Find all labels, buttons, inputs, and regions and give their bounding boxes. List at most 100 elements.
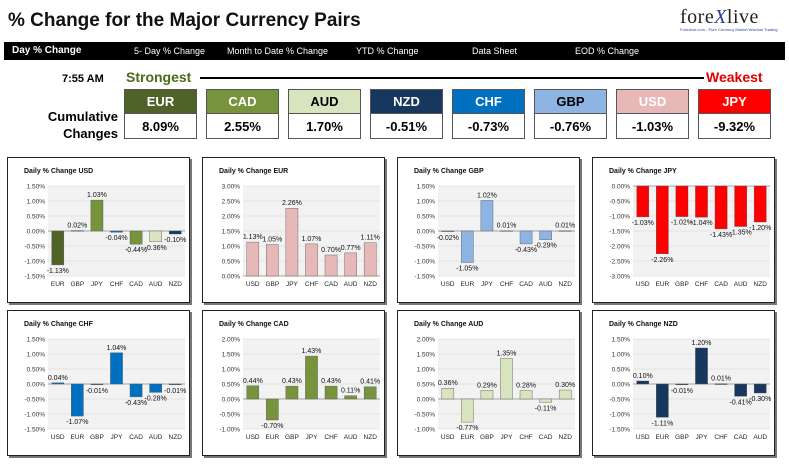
bar-aud [344,395,357,400]
data-label: -1.05% [456,266,478,273]
currency-cumulative-value: 2.55% [206,114,279,139]
x-tick-label: USD [636,434,650,441]
data-label: -1.11% [652,420,674,427]
data-label: 1.03% [87,192,107,199]
bar-aud [734,185,747,227]
x-tick-label: JPY [501,434,514,441]
y-tick-label: 0.50% [222,382,241,389]
data-label: -0.43% [515,247,537,254]
bar-aud [753,383,767,394]
y-tick-label: -1.50% [609,229,630,236]
chart-title: Daily % Change AUD [414,321,484,328]
y-tick-label: 0.00% [27,229,46,236]
data-label: -0.43% [125,400,147,407]
y-tick-label: -0.50% [24,397,45,404]
bar-usd [441,387,455,400]
x-tick-label: CHF [305,281,318,288]
data-label: 0.01% [711,376,731,383]
y-tick-label: 1.50% [222,352,241,359]
y-tick-label: -2.50% [609,259,630,266]
bar-chart: 2.00% 1.50% 1.00% 0.50% 0.00% -0.50% -1.00% 0.3… [414,337,575,442]
nav-data-sheet[interactable]: Data Sheet [472,46,518,56]
bar-eur [656,383,669,418]
data-label: -0.36% [145,245,167,252]
bar-chf [519,390,533,400]
x-tick-label: USD [441,434,455,441]
y-tick-label: 1.00% [222,244,241,251]
bar-nzd [558,389,572,400]
chart-panel-7: 2.00% 1.50% 1.00% 0.50% 0.00% -0.50% -1.00% 0.3… [397,310,580,456]
x-tick-label: JPY [481,281,494,288]
logo-wordmark: foreXlive [680,6,759,28]
nav-eod-change[interactable]: EOD % Change [575,46,640,56]
nav-mtd-change[interactable]: Month to Date % Change [227,46,329,56]
y-tick-label: 1.00% [612,352,631,359]
chart-panel-1: 1.50% 1.00% 0.50% 0.00% -0.50% -1.00% -1.50% -1… [7,157,190,303]
bar-nzd [168,383,182,386]
header-bar: % Change for the Major Currency Pairs fo… [0,0,789,42]
y-tick-label: 1.50% [27,337,46,344]
bar-cad [539,398,552,403]
y-tick-label: 2.00% [417,337,436,344]
currency-code: CHF [452,89,525,114]
y-tick-label: -0.50% [609,199,630,206]
y-tick-label: -1.50% [24,274,45,281]
bar-jpy [285,208,299,277]
bar-eur [461,398,474,423]
y-tick-label: 1.50% [612,337,631,344]
data-label: 0.01% [555,223,575,230]
data-label: 0.02% [67,222,87,229]
y-tick-label: -1.00% [24,412,45,419]
x-tick-label: EUR [460,281,474,288]
y-tick-label: -3.00% [609,274,630,281]
y-tick-label: 2.50% [222,199,241,206]
bar-usd [636,185,650,218]
currency-rank-chf: CHF -0.73% [452,89,525,139]
currency-cumulative-value: 1.70% [288,114,361,139]
currency-cumulative-value: -0.76% [534,114,607,139]
chart-title: Daily % Change CHF [24,321,93,328]
bar-chf [110,230,123,233]
bar-chf [305,243,318,277]
nav-day-change[interactable]: Day % Change [12,45,82,56]
x-tick-label: GBP [265,281,279,288]
x-tick-label: NZD [169,281,183,288]
bar-eur [461,230,474,263]
nav-bar: Day % Change 5- Day % Change Month to Da… [4,42,785,60]
x-tick-label: AUD [149,281,163,288]
x-tick-label: CAD [519,281,533,288]
chart-panel-8: 1.50% 1.00% 0.50% 0.00% -0.50% -1.00% -1.50% 0.… [592,310,775,456]
nav-ytd-change[interactable]: YTD % Change [356,46,419,56]
currency-rank-aud: AUD 1.70% [288,89,361,139]
y-tick-label: 2.00% [222,214,241,221]
x-tick-label: CAD [324,281,338,288]
weakest-label: Weakest [706,69,763,85]
x-tick-label: AUD [753,434,767,441]
data-label: 1.20% [692,340,712,347]
data-label: -1.02% [671,220,693,227]
strongest-label: Strongest [126,69,192,85]
cumulative-label-line1: Cumulative [47,109,118,124]
bar-chf [500,230,513,232]
bar-nzd [168,230,182,235]
bar-jpy [500,358,513,400]
bar-chf [714,383,728,385]
forexlive-logo[interactable]: foreXlive Forexlive.com - Pure Currency … [680,6,780,40]
bar-jpy [695,347,708,385]
data-label: -1.13% [47,268,69,275]
bar-gbp [285,385,299,400]
nav-5day-change[interactable]: 5- Day % Change [134,46,206,56]
currency-code: AUD [288,89,361,114]
bar-cad [129,230,143,245]
x-tick-label: USD [636,281,650,288]
x-tick-label: AUD [149,434,163,441]
data-label: 0.28% [516,383,536,390]
data-label: 0.43% [321,378,341,385]
y-tick-label: -1.50% [609,427,630,434]
data-label: 2.26% [282,200,302,207]
x-tick-label: NZD [754,281,768,288]
data-label: -0.01% [164,388,186,395]
bar-aud [539,230,552,240]
x-tick-label: NZD [559,281,573,288]
x-tick-label: EUR [265,434,279,441]
